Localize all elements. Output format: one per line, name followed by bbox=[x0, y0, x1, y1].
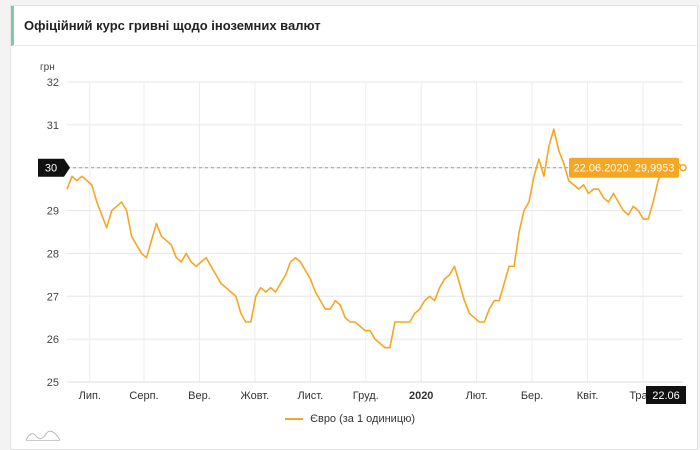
tooltip-box bbox=[569, 157, 679, 178]
x-current-badge-label: 22.06 bbox=[652, 390, 680, 402]
y-axis-label: грн bbox=[40, 62, 55, 73]
y-tick-label: 32 bbox=[47, 77, 59, 89]
y-current-badge bbox=[38, 158, 70, 177]
y-tick-label: 26 bbox=[47, 334, 59, 346]
legend-line-icon bbox=[285, 418, 303, 421]
chart-logo-icon bbox=[25, 430, 61, 441]
x-tick-label: Лип. bbox=[79, 390, 101, 402]
x-tick-label: Вер. bbox=[188, 390, 211, 402]
last-point-marker bbox=[679, 163, 687, 172]
x-tick-label: Жовт. bbox=[241, 390, 270, 402]
y-tick-label: 29 bbox=[47, 206, 59, 218]
y-tick-label: 27 bbox=[47, 291, 59, 303]
card-header: Офіційний курс гривні щодо іноземних вал… bbox=[11, 6, 697, 46]
chart-card: Офіційний курс гривні щодо іноземних вал… bbox=[10, 5, 698, 450]
x-tick-label: Квіт. bbox=[577, 390, 599, 402]
x-tick-label: Лист. bbox=[297, 390, 323, 402]
y-tick-label: 25 bbox=[47, 377, 59, 389]
x-tick-label: Бер. bbox=[521, 390, 544, 402]
y-tick-label: 31 bbox=[47, 120, 59, 132]
x-tick-label: Серп. bbox=[129, 390, 158, 402]
page-title: Офіційний курс гривні щодо іноземних вал… bbox=[24, 18, 321, 33]
legend-label: Євро (за 1 одиницю) bbox=[310, 413, 416, 425]
y-current-badge-label: 30 bbox=[45, 163, 57, 175]
x-tick-label: Груд. bbox=[353, 390, 379, 402]
x-current-badge bbox=[646, 386, 686, 404]
x-tick-label: 2020 bbox=[409, 390, 433, 402]
chart-legend[interactable]: Євро (за 1 одиницю) bbox=[285, 413, 415, 425]
tooltip-text: 22.06.2020: 29,9953 bbox=[574, 163, 675, 175]
series-line-euro bbox=[66, 128, 684, 349]
y-tick-label: 28 bbox=[47, 248, 59, 260]
x-tick-label: Лют. bbox=[466, 390, 488, 402]
